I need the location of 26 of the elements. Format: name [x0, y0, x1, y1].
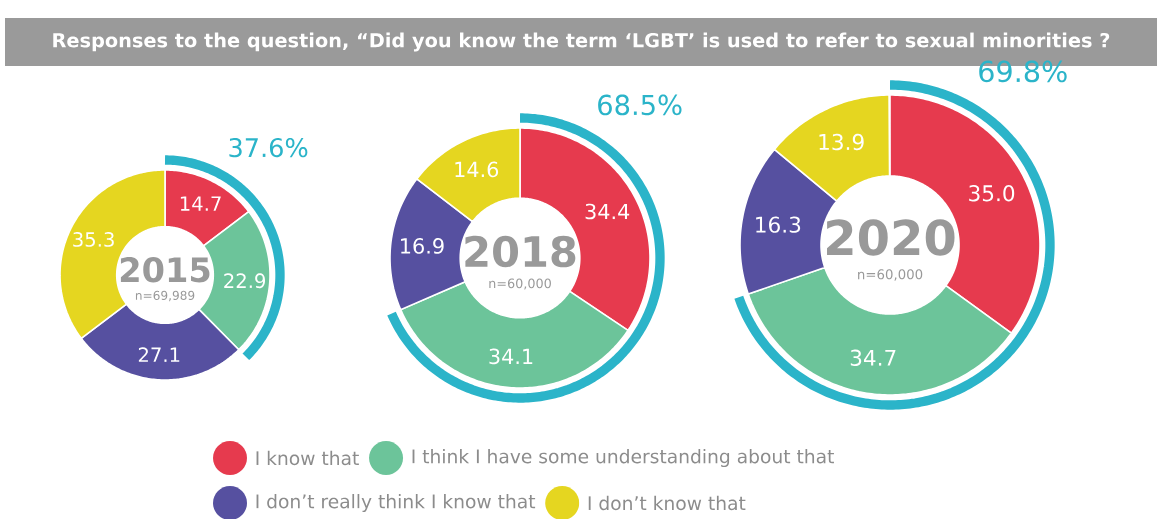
data-label: 34.7 [850, 349, 896, 366]
legend-label: I don’t know that [588, 495, 746, 511]
data-label: 27.1 [138, 347, 180, 362]
data-label: 22.9 [224, 273, 266, 289]
data-label: 13.9 [819, 133, 864, 151]
text: n=60,000 [489, 278, 551, 290]
slice-label: 2015 [120, 257, 210, 283]
text: 69.8% [979, 60, 1067, 83]
legend-label: I don’t really think I know that [256, 493, 536, 513]
legend-label: I think I have some understanding about that [412, 448, 834, 468]
data-label: 14.6 [455, 161, 499, 178]
data-label: 34.1 [489, 348, 533, 365]
data-label: 35.0 [969, 185, 1015, 202]
data-label: 16.3 [756, 216, 801, 233]
legend-label: I know that [256, 450, 359, 466]
text: 37.6% [229, 137, 308, 158]
text: 68.5% [598, 94, 682, 116]
data-label: 34.4 [585, 203, 630, 220]
slice-label: 2018 [465, 235, 576, 268]
chart-title: Responses to the question, “Did you know the term ‘LGBT’ is used to refer to sexual minorities ? [53, 32, 1110, 52]
data-label: 35.3 [73, 232, 114, 247]
slice-label: 2020 [827, 219, 955, 256]
text: n=69,989 [135, 290, 195, 302]
data-label: 16.9 [401, 238, 444, 254]
text: n=60,000 [858, 269, 923, 281]
data-label: 14.7 [180, 196, 221, 211]
